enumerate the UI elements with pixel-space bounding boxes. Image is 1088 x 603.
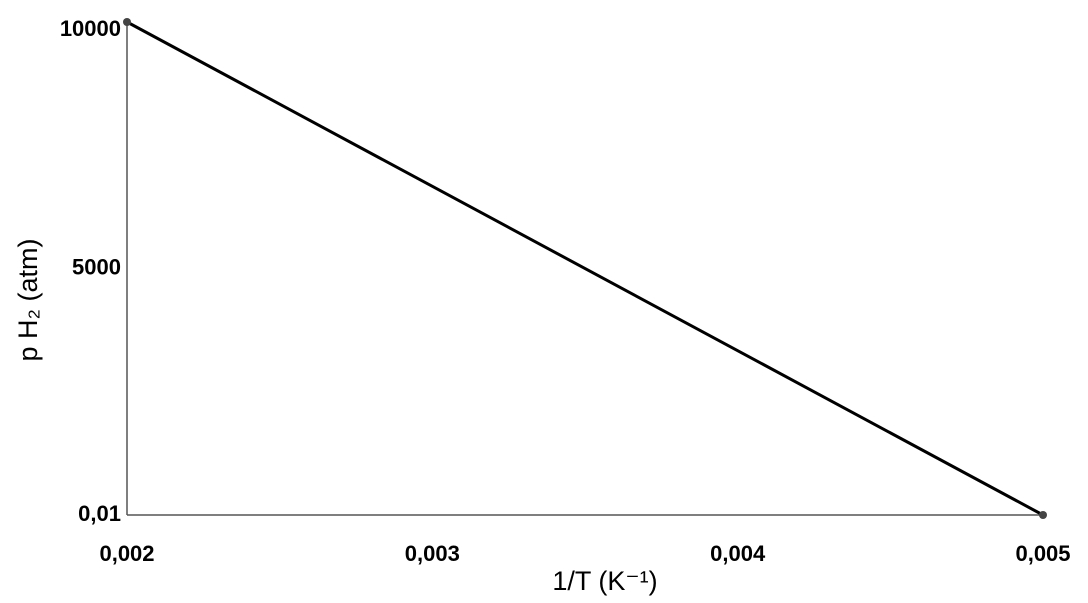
x-tick-label: 0,002 (99, 541, 154, 566)
y-tick-label: 10000 (60, 16, 121, 41)
x-tick-label: 0,003 (405, 541, 460, 566)
x-tick-label: 0,005 (1015, 541, 1070, 566)
x-tick-label: 0,004 (710, 541, 766, 566)
y-tick-label: 0,01 (78, 501, 121, 526)
point (1039, 511, 1047, 519)
y-tick-label: 5000 (72, 254, 121, 279)
series-line (126, 20, 1044, 517)
x-axis-title: 1/T (K⁻¹) (552, 566, 657, 596)
y-axis-title: p H₂ (atm) (13, 239, 43, 362)
point (123, 18, 131, 26)
